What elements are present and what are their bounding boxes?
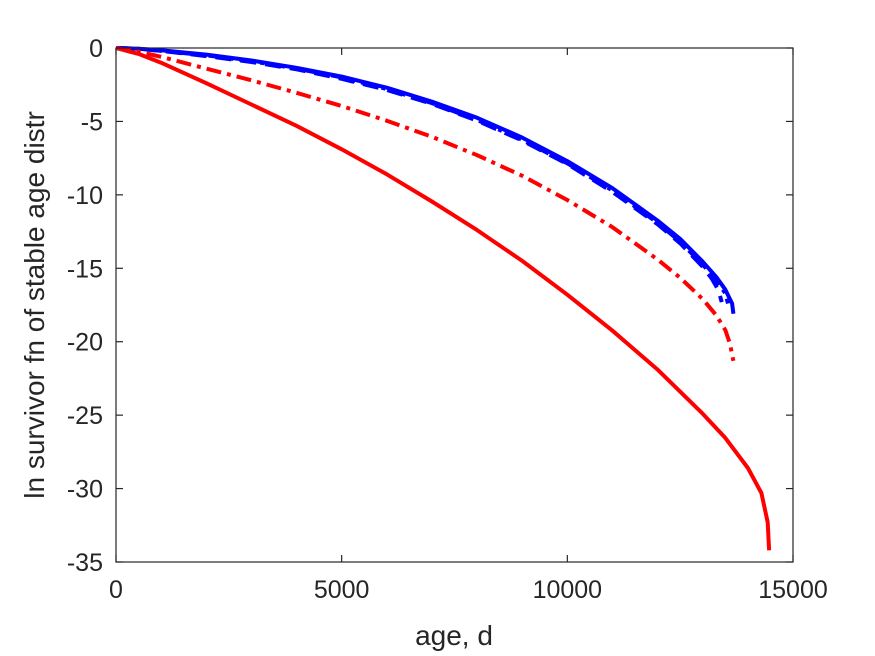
x-tick-label: 5000 [314, 576, 370, 604]
x-axis-title: age, d [415, 620, 493, 651]
axes-layer [115, 47, 794, 563]
y-tick-label: -30 [67, 476, 103, 504]
series-line-5 [115, 46, 736, 362]
y-axis-title: ln survivor fn of stable age distr [19, 111, 50, 499]
x-tick-label: 10000 [533, 576, 603, 604]
y-tick-label: 0 [89, 35, 103, 63]
y-tick-label: -35 [67, 549, 103, 577]
x-tick-label: 15000 [758, 576, 828, 604]
y-tick-label: -10 [67, 182, 103, 210]
y-tick-label: -5 [81, 108, 103, 136]
y-tick-label: -25 [67, 402, 103, 430]
x-tick-label: 0 [109, 576, 123, 604]
tick-label-layer: 0 5000 10000 15000 0 -5 -10 -15 -20 -25 -30 -35 [67, 35, 828, 604]
plot-area-background [116, 48, 793, 562]
y-tick-label: -15 [67, 255, 103, 283]
y-tick-label: -20 [67, 329, 103, 357]
series-line-4 [115, 46, 772, 551]
series-layer [115, 46, 772, 551]
plot-box [115, 47, 794, 563]
